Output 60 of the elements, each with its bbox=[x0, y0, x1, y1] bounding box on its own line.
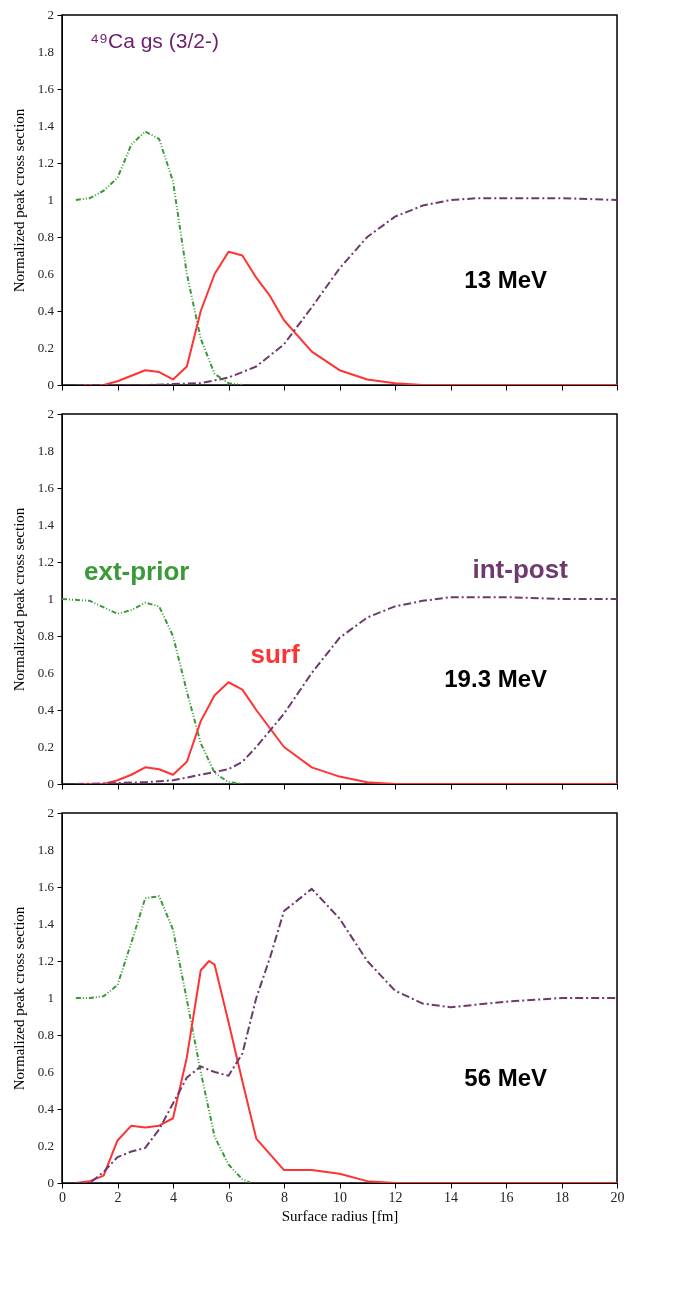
y-tick-label: 0.8 bbox=[37, 1027, 54, 1042]
y-tick-label: 1.2 bbox=[37, 953, 54, 968]
y-tick-label: 0.6 bbox=[37, 266, 55, 281]
x-tick-label: 2 bbox=[114, 1189, 122, 1205]
x-tick-label: 14 bbox=[444, 1189, 458, 1205]
y-tick-label: 0.2 bbox=[37, 739, 54, 754]
line-series bbox=[74, 887, 617, 1183]
y-tick-label: 0 bbox=[47, 377, 54, 392]
y-tick-label: 0.4 bbox=[37, 1101, 55, 1116]
y-tick-label: 0.6 bbox=[37, 1064, 55, 1079]
x-tick-label: 20 bbox=[610, 1189, 625, 1205]
y-tick-label: 2 bbox=[47, 406, 54, 421]
y-tick-label: 1 bbox=[47, 591, 54, 606]
y-axis-title: Normalized peak cross section bbox=[11, 906, 27, 1091]
y-tick-label: 0 bbox=[47, 1175, 54, 1190]
x-tick-label: 6 bbox=[225, 1189, 233, 1205]
line-series bbox=[74, 130, 244, 385]
y-tick-label: 0.6 bbox=[37, 665, 55, 680]
series-label: ext-prior bbox=[84, 556, 190, 586]
annotation: ⁴⁹Ca gs (3/2-) bbox=[90, 29, 219, 52]
y-tick-label: 1.4 bbox=[37, 118, 55, 133]
y-tick-label: 0.2 bbox=[37, 340, 54, 355]
x-axis-title: Surface radius [fm] bbox=[281, 1207, 399, 1224]
y-tick-label: 0 bbox=[47, 776, 54, 791]
y-axis-title: Normalized peak cross section bbox=[11, 507, 27, 692]
y-tick-label: 2 bbox=[47, 805, 54, 820]
y-tick-label: 0.8 bbox=[37, 229, 54, 244]
y-tick-label: 0.4 bbox=[37, 303, 55, 318]
y-tick-label: 1.4 bbox=[37, 916, 55, 931]
line-series bbox=[74, 596, 617, 784]
x-tick-label: 8 bbox=[281, 1189, 288, 1205]
series-label: int-post bbox=[472, 554, 569, 585]
series-label: surf bbox=[250, 639, 300, 670]
annotation: 13 MeV bbox=[464, 266, 547, 294]
y-tick-label: 1.2 bbox=[37, 554, 54, 569]
x-tick-label: 10 bbox=[333, 1189, 347, 1205]
annotation: 19.3 MeV bbox=[444, 665, 547, 693]
x-tick-label: 16 bbox=[499, 1189, 514, 1205]
y-tick-label: 1.8 bbox=[37, 44, 54, 59]
x-tick-label: 4 bbox=[170, 1189, 177, 1205]
y-tick-label: 1.6 bbox=[37, 81, 55, 96]
y-tick-label: 0.8 bbox=[37, 628, 54, 643]
y-tick-label: 0.2 bbox=[37, 1138, 54, 1153]
y-tick-label: 1.8 bbox=[37, 443, 54, 458]
y-tick-label: 2 bbox=[47, 7, 54, 22]
y-tick-label: 1.2 bbox=[37, 155, 54, 170]
y-tick-label: 1.6 bbox=[37, 879, 55, 894]
y-axis-title: Normalized peak cross section bbox=[11, 108, 27, 293]
y-tick-label: 1 bbox=[47, 192, 54, 207]
x-tick-label: 18 bbox=[555, 1189, 569, 1205]
line-series bbox=[74, 895, 252, 1183]
y-tick-label: 1 bbox=[47, 990, 54, 1005]
y-tick-label: 1.4 bbox=[37, 517, 55, 532]
line-series bbox=[74, 197, 617, 385]
y-tick-label: 0.4 bbox=[37, 702, 55, 717]
annotation: 56 MeV bbox=[464, 1064, 547, 1092]
x-tick-label: 12 bbox=[388, 1189, 403, 1205]
x-tick-label: 0 bbox=[59, 1189, 66, 1205]
y-tick-label: 1.6 bbox=[37, 480, 55, 495]
y-tick-label: 1.8 bbox=[37, 842, 54, 857]
